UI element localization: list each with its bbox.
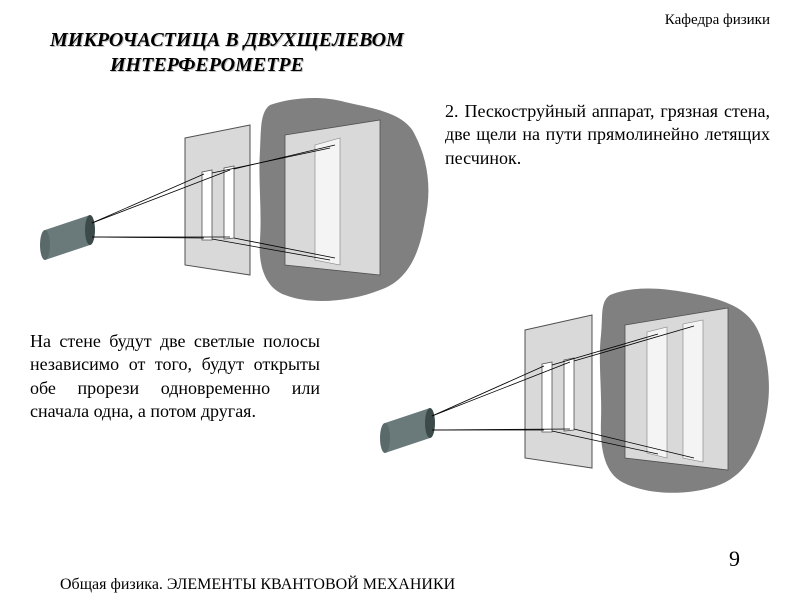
particle-source xyxy=(380,408,435,453)
footer-text: Общая физика. ЭЛЕМЕНТЫ КВАНТОВОЙ МЕХАНИК… xyxy=(60,576,455,594)
title-line-1: МИКРОЧАСТИЦА В ДВУХЩЕЛЕВОМ xyxy=(50,29,404,51)
wall-bright-stripe xyxy=(315,138,340,265)
wall-clean-area xyxy=(625,308,728,470)
particle-source xyxy=(40,215,95,260)
department-label: Кафедра физики xyxy=(665,12,770,29)
slit-plate xyxy=(185,125,250,275)
description-bottom: На стене будут две светлые полосы незави… xyxy=(30,330,320,424)
description-top: 2. Пескоструйный аппарат, грязная стена,… xyxy=(445,100,770,170)
page-number: 9 xyxy=(729,546,740,572)
wall-bright-stripe-2 xyxy=(683,320,703,462)
slide-title: МИКРОЧАСТИЦА В ДВУХЩЕЛЕВОМ ИНТЕРФЕРОМЕТР… xyxy=(50,28,470,78)
title-line-2: ИНТЕРФЕРОМЕТРЕ xyxy=(50,53,470,78)
slit-plate xyxy=(525,315,592,468)
slit-2 xyxy=(224,166,234,239)
slit-2 xyxy=(564,358,574,431)
wall-bright-stripe-1 xyxy=(647,327,667,458)
double-slit-diagram-2 xyxy=(350,280,780,510)
